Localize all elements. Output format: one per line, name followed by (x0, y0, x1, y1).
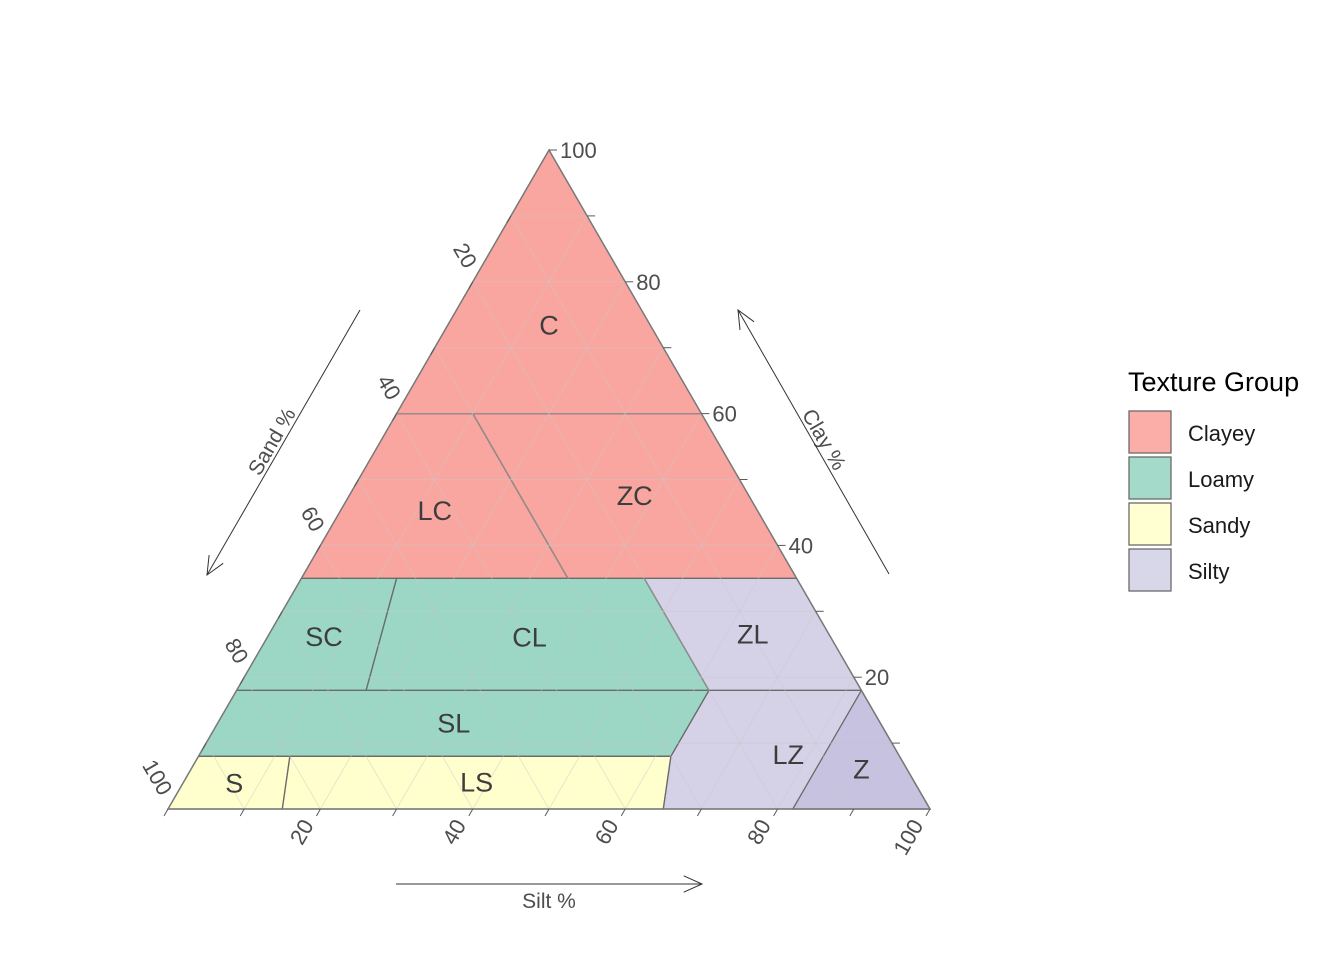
sand-axis-title: Sand % (244, 404, 301, 479)
legend-title: Texture Group (1128, 367, 1299, 397)
region-label-sl: SL (437, 708, 470, 738)
tick-mark (201, 742, 207, 751)
grid-line (434, 347, 702, 810)
legend: Texture Group Clayey Loamy Sandy Silty (1128, 367, 1299, 592)
region-label-zl: ZL (737, 619, 769, 649)
grid-line (510, 215, 855, 810)
clay-tick-label: 40 (789, 533, 813, 558)
grid-line (358, 479, 550, 810)
region-label-s: S (225, 769, 243, 799)
grid-line (281, 611, 398, 810)
grid-line (396, 413, 626, 810)
silt-tick-label: 60 (590, 815, 624, 849)
tick-mark (392, 413, 398, 421)
region-label-cl: CL (512, 622, 547, 652)
region-label-z: Z (853, 755, 870, 785)
grid-line (472, 413, 702, 810)
silt-axis-arrow (396, 875, 704, 893)
grid-line (777, 676, 855, 810)
legend-label-clayey: Clayey (1188, 421, 1255, 446)
region-label-c: C (539, 311, 559, 341)
sand-tick-label: 100 (137, 755, 177, 799)
legend-label-loamy: Loamy (1188, 467, 1254, 492)
silt-tick-label: 80 (742, 815, 776, 849)
tick-mark (849, 808, 855, 817)
grid-line (548, 479, 740, 810)
tick-mark (506, 215, 512, 224)
region-label-ls: LS (460, 768, 493, 798)
region-label-zc: ZC (617, 481, 653, 511)
tick-mark (468, 281, 474, 290)
region-label-sc: SC (305, 622, 343, 652)
grid-line (243, 676, 321, 810)
clay-axis-arrow (737, 308, 890, 575)
tick-mark (239, 808, 245, 817)
tick-mark (239, 676, 245, 685)
tick-mark (277, 611, 283, 619)
grid-lines (205, 215, 893, 810)
grid-line (472, 281, 779, 810)
grid-line (700, 611, 817, 810)
legend-label-sandy: Sandy (1188, 513, 1250, 538)
legend-label-silty: Silty (1188, 559, 1230, 584)
region-label-lc: LC (417, 496, 452, 526)
grid-line (205, 742, 245, 810)
silt-tick-label: 100 (888, 815, 928, 859)
tick-mark (315, 545, 321, 553)
clay-tick-label: 100 (560, 138, 597, 163)
clay-tick-label: 60 (712, 402, 736, 427)
sand-tick-label: 20 (448, 239, 482, 273)
grid-line (624, 545, 779, 810)
sand-tick-label: 60 (296, 502, 330, 536)
tick-mark (696, 808, 702, 817)
silt-tick-label: 40 (437, 815, 471, 849)
grid-line (243, 215, 588, 810)
tick-mark (392, 808, 398, 817)
tick-mark (315, 808, 321, 817)
sand-tick-label: 80 (220, 634, 254, 668)
sand-axis-arrow (206, 309, 361, 577)
tick-mark (163, 808, 169, 817)
tick-mark (773, 808, 779, 817)
clay-axis-title: Clay % (797, 405, 850, 474)
legend-swatch-silty (1128, 548, 1172, 592)
legend-swatch-loamy (1128, 456, 1172, 500)
grid-line (319, 545, 474, 810)
tick-mark (430, 347, 436, 355)
grid-line (319, 281, 626, 810)
clay-tick-label: 80 (636, 270, 660, 295)
legend-swatch-clayey (1128, 410, 1172, 454)
grid-line (853, 742, 893, 810)
texture-regions (166, 148, 932, 810)
region-labels: C LC ZC SC CL ZL SL S LS LZ Z (225, 311, 869, 799)
clay-tick-label: 20 (865, 665, 889, 690)
tick-mark (468, 808, 474, 817)
axis-arrows (206, 308, 890, 893)
region-label-lz: LZ (772, 740, 804, 770)
tick-mark (925, 808, 931, 817)
sand-tick-label: 40 (372, 370, 406, 404)
silt-axis-title: Silt % (522, 890, 576, 913)
tick-mark (544, 808, 550, 817)
legend-swatch-sandy (1128, 502, 1172, 546)
tick-mark (354, 479, 359, 487)
grid-line (396, 347, 664, 810)
tick-mark (620, 808, 626, 817)
silt-tick-label: 20 (285, 815, 319, 849)
